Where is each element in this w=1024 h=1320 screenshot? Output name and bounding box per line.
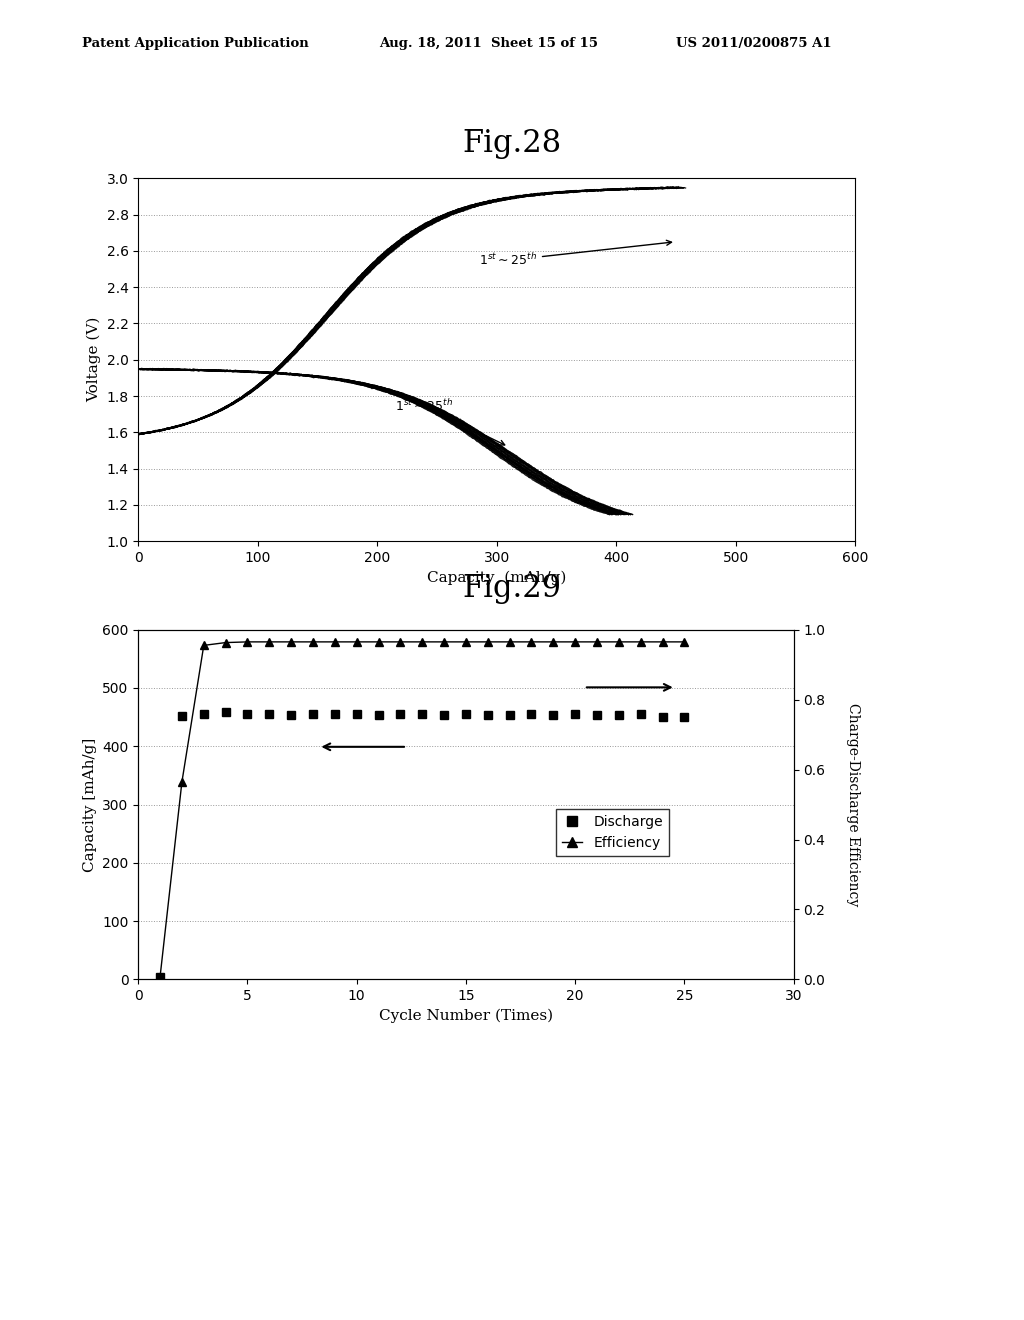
- Text: $1^{st}$$\sim$$25^{th}$: $1^{st}$$\sim$$25^{th}$: [479, 240, 672, 268]
- Text: US 2011/0200875 A1: US 2011/0200875 A1: [676, 37, 831, 50]
- Text: $1^{st}$$\sim$$25^{th}$: $1^{st}$$\sim$$25^{th}$: [395, 397, 505, 445]
- Y-axis label: Voltage (V): Voltage (V): [86, 317, 100, 403]
- Text: Fig.29: Fig.29: [463, 573, 561, 603]
- Y-axis label: Charge-Discharge Efficiency: Charge-Discharge Efficiency: [846, 704, 860, 906]
- Text: Patent Application Publication: Patent Application Publication: [82, 37, 308, 50]
- X-axis label: Cycle Number (Times): Cycle Number (Times): [379, 1008, 553, 1023]
- Legend: Discharge, Efficiency: Discharge, Efficiency: [556, 809, 669, 855]
- Text: Aug. 18, 2011  Sheet 15 of 15: Aug. 18, 2011 Sheet 15 of 15: [379, 37, 598, 50]
- Y-axis label: Capacity [mAh/g]: Capacity [mAh/g]: [83, 738, 96, 871]
- X-axis label: Capacity  (mAh/g): Capacity (mAh/g): [427, 570, 566, 585]
- Text: Fig.28: Fig.28: [463, 128, 561, 158]
